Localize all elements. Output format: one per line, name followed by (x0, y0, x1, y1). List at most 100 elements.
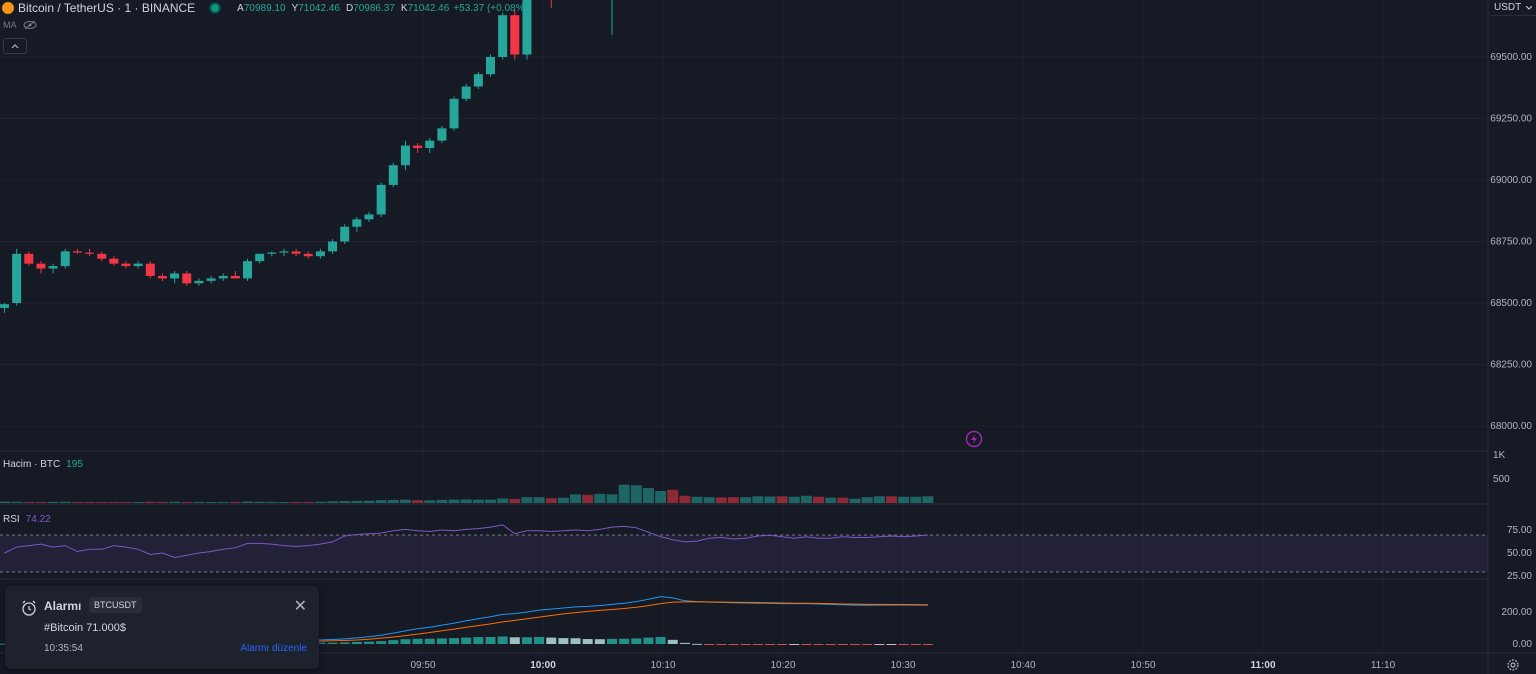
candle[interactable] (48, 266, 58, 269)
candle[interactable] (486, 57, 495, 75)
candle[interactable] (194, 280, 204, 284)
candle[interactable] (97, 253, 107, 259)
candle[interactable] (267, 252, 277, 254)
candle[interactable] (315, 251, 325, 257)
candle[interactable] (0, 304, 9, 308)
macd-histogram-bar (376, 641, 387, 644)
volume-bar (873, 496, 885, 503)
candle[interactable] (352, 219, 362, 227)
candle[interactable] (400, 145, 410, 166)
gear-icon[interactable] (1506, 658, 1520, 672)
volume-bar (132, 502, 144, 503)
rsi-legend[interactable]: RSI 74.22 (3, 514, 51, 525)
volume-bar (314, 501, 326, 503)
candle[interactable] (182, 273, 192, 284)
volume-bar (922, 496, 934, 503)
macd-histogram-bar (534, 636, 545, 644)
time-tick-label: 09:50 (410, 660, 435, 671)
candle[interactable] (109, 258, 119, 264)
candle[interactable] (461, 86, 471, 99)
volume-bar (728, 497, 739, 503)
macd-histogram-bar (424, 638, 435, 644)
edit-alert-link[interactable]: Alarmı düzenle (240, 643, 307, 654)
volume-bar (594, 493, 606, 503)
collapse-indicators-button[interactable] (3, 38, 27, 54)
volume-bar (181, 502, 193, 503)
candle[interactable] (279, 251, 289, 253)
candle[interactable] (243, 261, 252, 279)
lightning-icon[interactable] (965, 430, 983, 448)
volume-legend[interactable]: Hacim · BTC 195 (3, 459, 83, 470)
candle[interactable] (36, 263, 46, 269)
volume-bar (229, 501, 241, 503)
volume-bar (120, 502, 132, 503)
time-tick-label: 10:10 (650, 660, 675, 671)
candle[interactable] (340, 226, 350, 242)
volume-bar (533, 497, 545, 503)
candle[interactable] (157, 275, 167, 279)
time-tick-label: 10:40 (1010, 660, 1035, 671)
ma-indicator-row[interactable]: MA (3, 20, 37, 30)
candle[interactable] (24, 253, 34, 264)
candle[interactable] (230, 275, 240, 279)
close-label: K (400, 2, 408, 14)
candle[interactable] (170, 273, 180, 279)
macd-histogram-bar (461, 637, 472, 644)
candle[interactable] (413, 145, 423, 149)
candle[interactable] (522, 0, 532, 55)
volume-bar (242, 501, 253, 503)
candle[interactable] (473, 74, 483, 87)
volume-bar (715, 497, 727, 503)
candle[interactable] (12, 253, 22, 303)
candle[interactable] (328, 241, 338, 252)
volume-bar (387, 499, 399, 503)
candle[interactable] (60, 251, 70, 267)
macd-histogram-bar (521, 637, 532, 644)
eye-hidden-icon[interactable] (23, 20, 37, 30)
macd-histogram-bar (886, 644, 897, 645)
candle[interactable] (388, 165, 398, 185)
rsi-line (4, 524, 928, 558)
candle[interactable] (255, 253, 265, 262)
symbol-title[interactable]: Bitcoin / TetherUS · 1 · BINANCE (18, 1, 196, 15)
candle[interactable] (85, 252, 95, 254)
candle[interactable] (72, 251, 82, 253)
macd-histogram-bar (607, 638, 617, 644)
volume-tick-label: 1K (1493, 450, 1506, 461)
candle[interactable] (206, 278, 216, 281)
candle[interactable] (449, 98, 459, 129)
time-tick-label: 10:20 (770, 660, 795, 671)
open-label: A (237, 2, 244, 14)
candle[interactable] (133, 263, 143, 267)
close-icon[interactable]: ✕ (293, 598, 307, 615)
candle[interactable] (364, 214, 374, 220)
volume-bar (363, 500, 375, 503)
candle[interactable] (303, 253, 313, 257)
candle[interactable] (291, 251, 301, 254)
volume-bar (521, 497, 533, 503)
volume-bar (35, 502, 47, 503)
candle[interactable] (425, 140, 435, 149)
volume-bar (618, 484, 630, 503)
macd-histogram-bar (546, 637, 557, 644)
macd-histogram-bar (752, 644, 763, 645)
candle[interactable] (218, 275, 228, 279)
volume-bar (460, 499, 472, 503)
alert-notification[interactable]: Alarmı BTCUSDT ✕ #Bitcoin 71.000$ 10:35:… (5, 586, 319, 669)
volume-bar (509, 498, 521, 503)
candle[interactable] (121, 263, 131, 267)
currency-selector[interactable]: USDT (1490, 0, 1536, 16)
candle[interactable] (145, 263, 155, 276)
candle[interactable] (498, 15, 508, 57)
macd-histogram-bar (473, 637, 484, 644)
candle[interactable] (510, 15, 520, 55)
rsi-value: 74.22 (25, 514, 51, 525)
volume-bar (898, 496, 910, 503)
macd-histogram-bar (315, 642, 326, 644)
volume-bar (47, 501, 59, 503)
candle[interactable] (437, 128, 447, 141)
volume-bar (193, 501, 205, 503)
candle[interactable] (376, 184, 386, 215)
macd-histogram-bar (0, 643, 10, 645)
